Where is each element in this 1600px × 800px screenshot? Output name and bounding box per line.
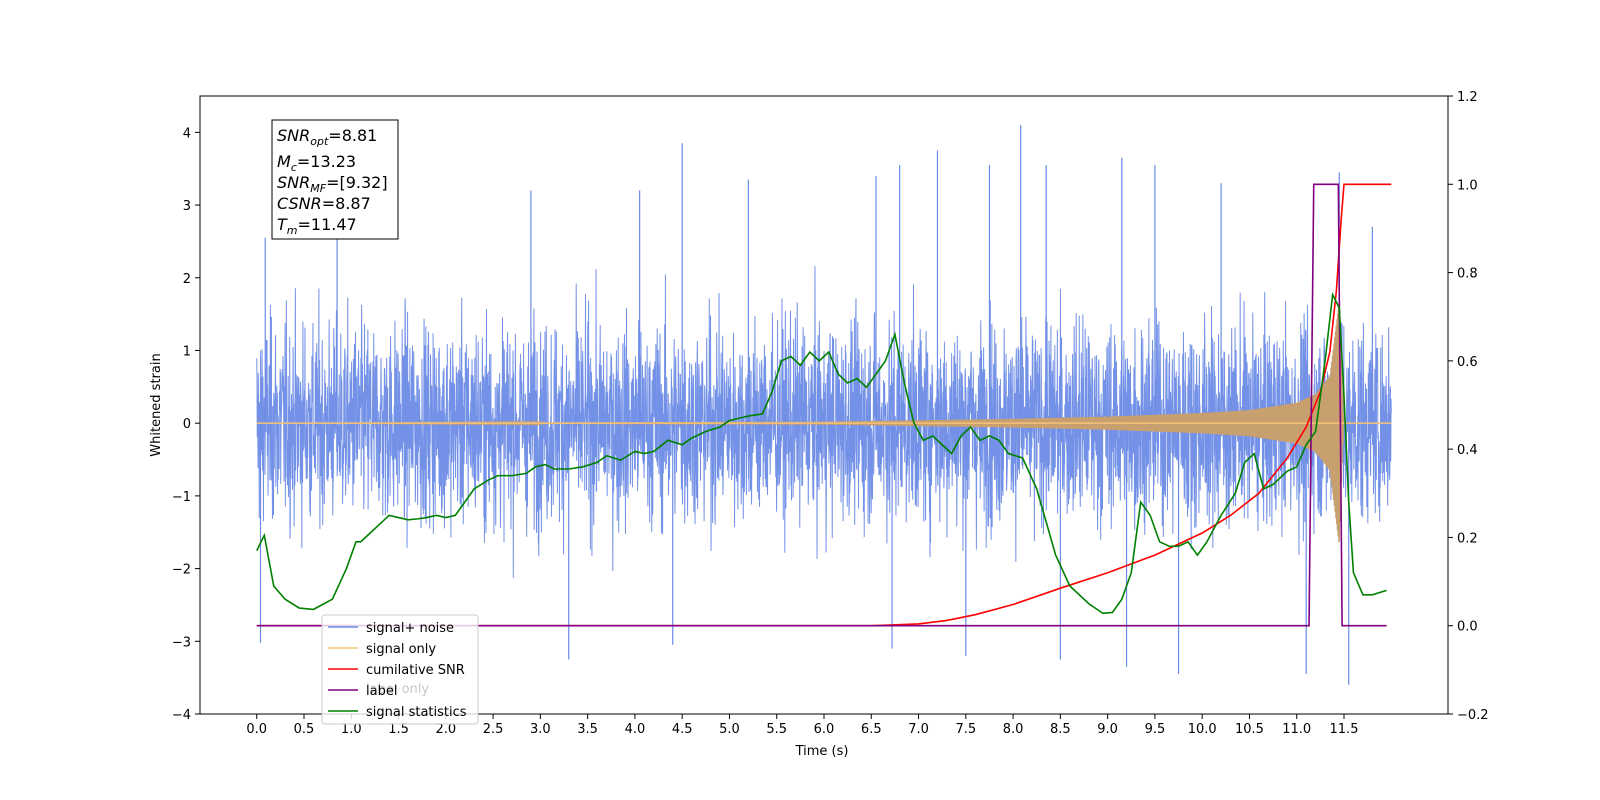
legend-label-cumulative-snr: cumilative SNR bbox=[366, 663, 465, 678]
y2-tick-label: 0.6 bbox=[1457, 355, 1478, 370]
y2-tick-label: 0.2 bbox=[1457, 531, 1478, 546]
y-tick-label: 0 bbox=[183, 417, 191, 432]
x-tick-label: 9.5 bbox=[1145, 722, 1166, 737]
y-tick-label: 2 bbox=[183, 272, 191, 287]
x-tick-label: 0.5 bbox=[294, 722, 315, 737]
legend-ghost-text: label only bbox=[366, 682, 429, 697]
y2-tick-label: 0.0 bbox=[1457, 620, 1478, 635]
label-line bbox=[256, 183, 1387, 627]
annotation-line-tm: Tm=11.47 bbox=[277, 215, 357, 237]
legend-label-signal-statistics: signal statistics bbox=[366, 705, 467, 720]
legend: label only signal+ noise signal only cum… bbox=[321, 614, 479, 725]
x-tick-label: 3.5 bbox=[577, 722, 598, 737]
x-tick-label: 10.5 bbox=[1235, 722, 1264, 737]
annotation-line-snr-mf: SNRMF=[9.32] bbox=[277, 173, 388, 195]
x-tick-label: 3.0 bbox=[530, 722, 551, 737]
y-tick-label: 3 bbox=[183, 199, 191, 214]
y2-tick-label: −0.2 bbox=[1457, 708, 1489, 723]
x-axis-label: Time (s) bbox=[795, 744, 849, 759]
legend-label-signal-noise: signal+ noise bbox=[366, 621, 454, 636]
x-tick-label: 1.5 bbox=[388, 722, 409, 737]
x-tick-label: 10.0 bbox=[1188, 722, 1217, 737]
x-tick-label: 2.0 bbox=[435, 722, 456, 737]
right-axis-series bbox=[256, 183, 1392, 627]
y2-tick-label: 1.2 bbox=[1457, 90, 1478, 105]
y2-tick-label: 0.8 bbox=[1457, 267, 1478, 282]
y-axis-label: Whitened strain bbox=[149, 353, 164, 456]
y-tick-label: 4 bbox=[183, 126, 191, 141]
x-tick-label: 7.5 bbox=[955, 722, 976, 737]
y-tick-label: −3 bbox=[172, 635, 191, 650]
annotation-line-csnr: CSNR=8.87 bbox=[277, 194, 371, 213]
signal-only-series bbox=[256, 301, 1392, 543]
y2-axis-ticks: −0.2 0.0 0.2 0.4 0.6 0.8 1.0 1.2 bbox=[1448, 90, 1489, 723]
y-tick-label: 1 bbox=[183, 344, 191, 359]
y-axis-ticks: −4 −3 −2 −1 0 1 2 3 4 bbox=[172, 126, 200, 723]
x-tick-label: 7.0 bbox=[908, 722, 929, 737]
annotation-line-snr-opt: SNRopt=8.81 bbox=[277, 126, 377, 148]
annotation-frame bbox=[271, 119, 399, 240]
legend-label-label: label bbox=[366, 684, 397, 699]
y2-tick-label: 1.0 bbox=[1457, 178, 1478, 193]
x-tick-label: 6.0 bbox=[814, 722, 835, 737]
y-tick-label: −1 bbox=[172, 490, 191, 505]
signal-statistics-line bbox=[256, 291, 1387, 615]
x-tick-label: 0.0 bbox=[246, 722, 267, 737]
x-tick-label: 2.5 bbox=[483, 722, 504, 737]
y-tick-label: −4 bbox=[172, 708, 191, 723]
x-tick-label: 5.5 bbox=[766, 722, 787, 737]
x-tick-label: 1.0 bbox=[341, 722, 362, 737]
annotation-line-mc: Mc=13.23 bbox=[277, 152, 356, 174]
plot-area bbox=[256, 125, 1392, 685]
x-tick-label: 8.5 bbox=[1050, 722, 1071, 737]
x-tick-label: 6.5 bbox=[861, 722, 882, 737]
x-tick-label: 11.5 bbox=[1330, 722, 1359, 737]
x-tick-label: 4.0 bbox=[625, 722, 646, 737]
legend-label-signal-only: signal only bbox=[366, 642, 436, 657]
x-tick-label: 11.0 bbox=[1282, 722, 1311, 737]
x-tick-label: 8.0 bbox=[1003, 722, 1024, 737]
legend-frame bbox=[321, 614, 479, 725]
x-tick-label: 4.5 bbox=[672, 722, 693, 737]
x-tick-label: 5.0 bbox=[719, 722, 740, 737]
y-tick-label: −2 bbox=[172, 563, 191, 578]
x-tick-label: 9.0 bbox=[1097, 722, 1118, 737]
x-axis-ticks: 0.0 0.5 1.0 1.5 2.0 2.5 3.0 3.5 4.0 4.5 5.0 5.5 6.0 6… bbox=[246, 714, 1358, 737]
annotation-box: SNRopt=8.81 Mc=13.23 SNRMF=[9.32] CSNR=8… bbox=[271, 119, 399, 240]
y2-tick-label: 0.4 bbox=[1457, 443, 1478, 458]
